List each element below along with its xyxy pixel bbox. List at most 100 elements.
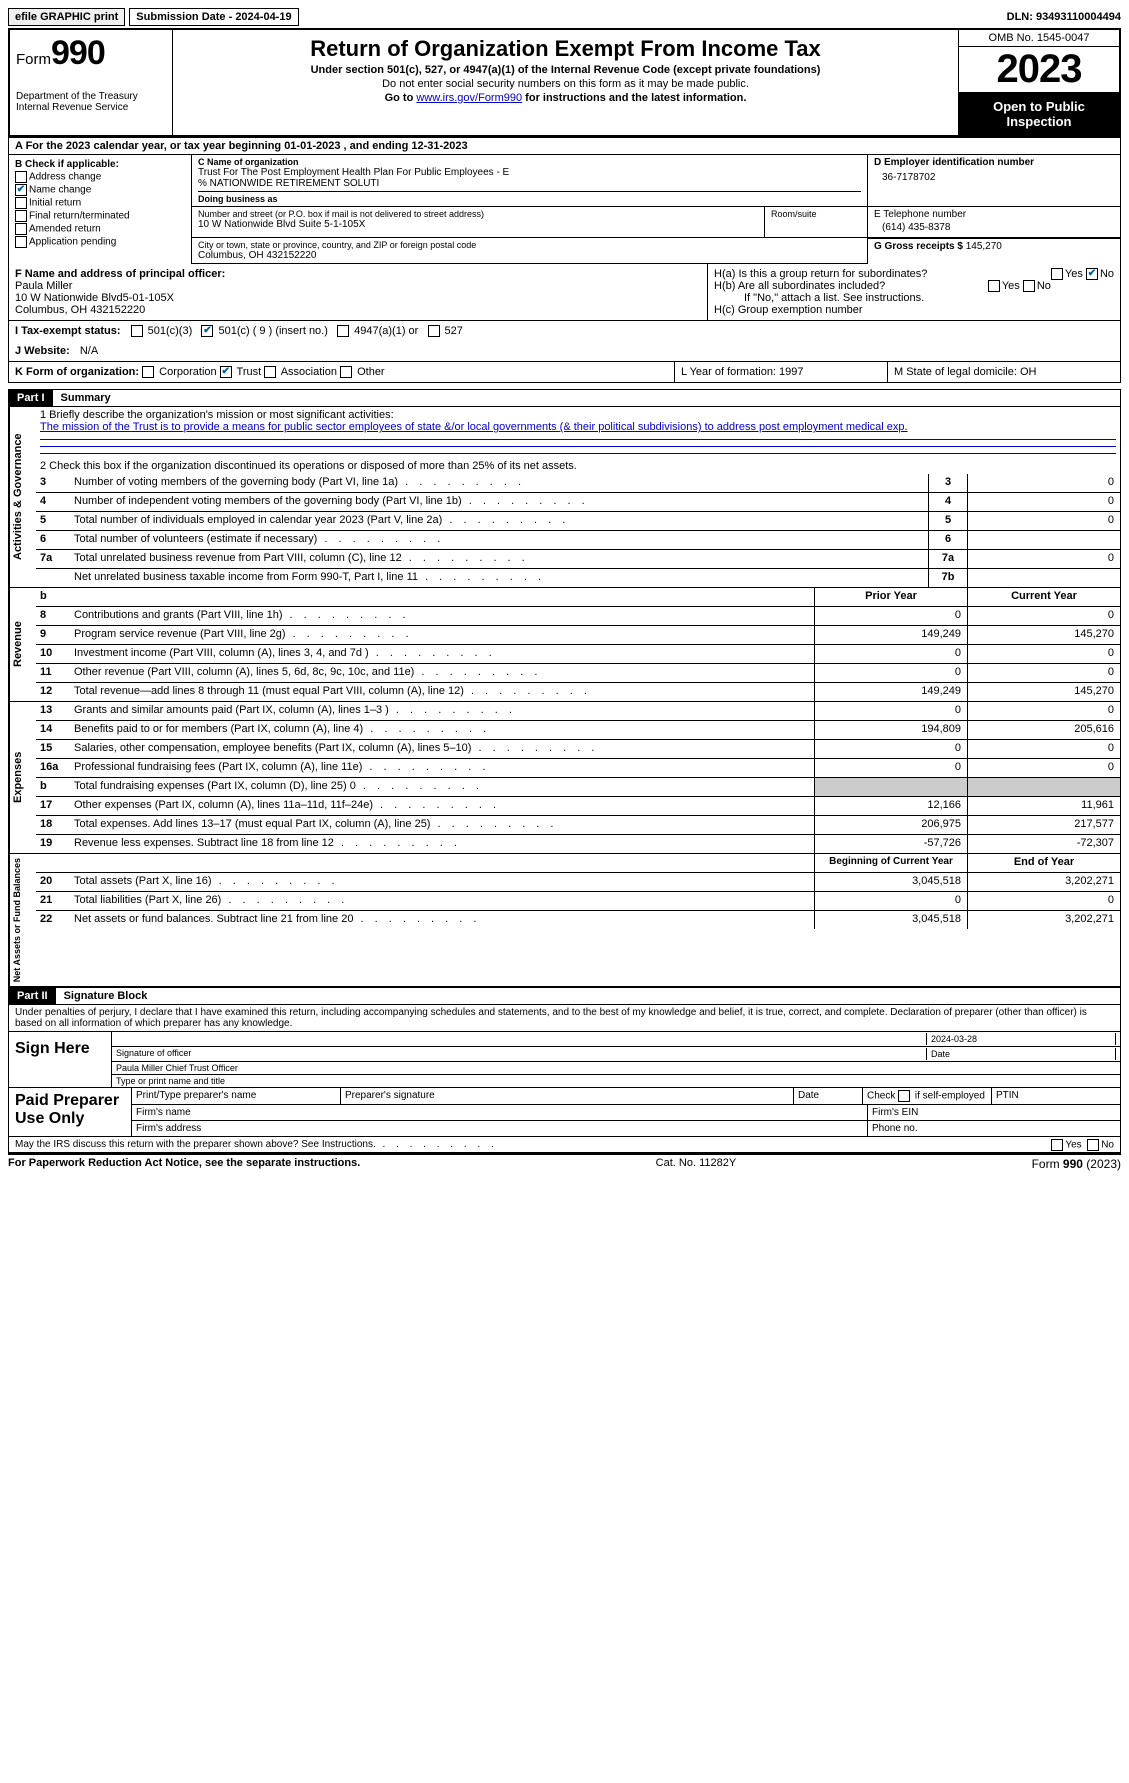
form-header: Form990 Department of the Treasury Inter… — [8, 28, 1121, 138]
check-name-change: Name change — [15, 184, 185, 196]
preparer-sig-header: Preparer's signature — [341, 1088, 794, 1104]
row-22: 22 Net assets or fund balances. Subtract… — [36, 911, 1120, 929]
hb-yes[interactable] — [988, 280, 1000, 292]
firm-phone-label: Phone no. — [868, 1121, 1120, 1136]
row-9: 9 Program service revenue (Part VIII, li… — [36, 626, 1120, 645]
discuss-row: May the IRS discuss this return with the… — [9, 1136, 1120, 1152]
checkbox[interactable] — [15, 223, 27, 235]
principal-officer: F Name and address of principal officer:… — [9, 264, 707, 320]
header-right: OMB No. 1545-0047 2023 Open to Public In… — [959, 30, 1119, 135]
ptin-header: PTIN — [992, 1088, 1120, 1104]
self-employed-checkbox[interactable] — [898, 1090, 910, 1102]
dept-label: Department of the Treasury Internal Reve… — [16, 91, 166, 113]
form-label: Form — [16, 51, 51, 68]
part-2-header-row: Part II Signature Block — [8, 987, 1121, 1005]
mission-label: 1 Briefly describe the organization's mi… — [40, 409, 1116, 421]
mission-block: 1 Briefly describe the organization's mi… — [36, 407, 1120, 474]
discuss-no[interactable] — [1087, 1139, 1099, 1151]
mission-text: The mission of the Trust is to provide a… — [40, 421, 908, 433]
f-value: Paula Miller 10 W Nationwide Blvd5-01-10… — [15, 280, 701, 316]
expenses-label: Expenses — [9, 702, 36, 853]
tax-status-opt[interactable] — [201, 325, 213, 337]
preparer-name-header: Print/Type preparer's name — [132, 1088, 341, 1104]
org-form-opt[interactable] — [340, 366, 352, 378]
open-inspection: Open to Public Inspection — [959, 93, 1119, 135]
checkbox[interactable] — [15, 210, 27, 222]
checkbox[interactable] — [15, 236, 27, 248]
efile-button[interactable]: efile GRAPHIC print — [8, 8, 125, 26]
check-initial-return: Initial return — [15, 197, 185, 209]
sign-date: 2024-03-28 — [926, 1033, 1116, 1045]
tax-status-opt[interactable] — [428, 325, 440, 337]
tax-status-opt[interactable] — [337, 325, 349, 337]
row-15: 15 Salaries, other compensation, employe… — [36, 740, 1120, 759]
row-14: 14 Benefits paid to or for members (Part… — [36, 721, 1120, 740]
city-label: City or town, state or province, country… — [198, 240, 861, 250]
col-b-title: B Check if applicable: — [15, 159, 185, 170]
org-form-opt[interactable] — [220, 366, 232, 378]
form-subtitle: Under section 501(c), 527, or 4947(a)(1)… — [181, 64, 950, 76]
row-20: 20 Total assets (Part X, line 16) 3,045,… — [36, 873, 1120, 892]
signature-block: Under penalties of perjury, I declare th… — [8, 1005, 1121, 1153]
form-number: 990 — [51, 34, 105, 72]
no-label: No — [1100, 268, 1114, 280]
sig-officer-label: Signature of officer — [116, 1048, 926, 1060]
discuss-yes[interactable] — [1051, 1139, 1063, 1151]
discuss-yes-label: Yes — [1065, 1140, 1081, 1151]
footer-right: Form 990 (2023) — [1032, 1157, 1121, 1171]
dln-label: DLN: 93493110004494 — [1007, 11, 1121, 23]
line-k-form-org: K Form of organization: Corporation Trus… — [8, 362, 1121, 383]
checkbox[interactable] — [15, 197, 27, 209]
goto-link[interactable]: www.irs.gov/Form990 — [416, 92, 522, 104]
yes-label-2: Yes — [1002, 280, 1020, 292]
no-label-2: No — [1037, 280, 1051, 292]
street-value: 10 W Nationwide Blvd Suite 5-1-105X — [198, 219, 758, 230]
ha-label: H(a) Is this a group return for subordin… — [714, 268, 927, 280]
footer-mid: Cat. No. 11282Y — [360, 1157, 1031, 1171]
tax-year: 2023 — [959, 47, 1119, 93]
checkbox[interactable] — [15, 184, 27, 196]
hb-no[interactable] — [1023, 280, 1035, 292]
check-amended-return: Amended return — [15, 223, 185, 235]
paid-preparer-row: Paid Preparer Use Only Print/Type prepar… — [9, 1087, 1120, 1136]
city-block: City or town, state or province, country… — [192, 238, 867, 264]
current-year-header: Current Year — [967, 588, 1120, 606]
row-10: 10 Investment income (Part VIII, column … — [36, 645, 1120, 664]
street-label: Number and street (or P.O. box if mail i… — [198, 209, 758, 219]
paid-preparer-label: Paid Preparer Use Only — [9, 1088, 132, 1136]
officer-name-label: Type or print name and title — [116, 1076, 225, 1086]
j-label: J Website: — [15, 345, 70, 357]
check-final-return-terminated: Final return/terminated — [15, 210, 185, 222]
part-2-title: Signature Block — [56, 988, 1120, 1004]
telephone-block: E Telephone number (614) 435-8378 — [867, 207, 1120, 237]
revenue-label: Revenue — [9, 588, 36, 701]
checkbox[interactable] — [15, 171, 27, 183]
ha-no[interactable] — [1086, 268, 1098, 280]
ha-yes[interactable] — [1051, 268, 1063, 280]
line-j-website: J Website: N/A — [8, 341, 1121, 362]
tel-label: E Telephone number — [874, 209, 1114, 220]
row-8: 8 Contributions and grants (Part VIII, l… — [36, 607, 1120, 626]
org-form-opt[interactable] — [264, 366, 276, 378]
org-name: Trust For The Post Employment Health Pla… — [198, 167, 861, 189]
part-2-badge: Part II — [9, 988, 56, 1004]
l-year-formation: L Year of formation: 1997 — [674, 362, 887, 382]
revenue-section: Revenue b Prior Year Current Year 8 Cont… — [8, 588, 1121, 702]
discuss-label: May the IRS discuss this return with the… — [15, 1139, 376, 1150]
gov-row-5: 5 Total number of individuals employed i… — [36, 512, 1120, 531]
section-f-h: F Name and address of principal officer:… — [8, 264, 1121, 321]
form-title: Return of Organization Exempt From Incom… — [181, 36, 950, 62]
part-1-header-row: Part I Summary — [8, 389, 1121, 407]
room-suite: Room/suite — [764, 207, 867, 237]
city-value: Columbus, OH 432152220 — [198, 250, 861, 261]
row-19: 19 Revenue less expenses. Subtract line … — [36, 835, 1120, 853]
firm-name-label: Firm's name — [132, 1105, 868, 1120]
org-name-label: C Name of organization — [198, 157, 861, 167]
org-form-opt[interactable] — [142, 366, 154, 378]
gov-row-4: 4 Number of independent voting members o… — [36, 493, 1120, 512]
revenue-header: b Prior Year Current Year — [36, 588, 1120, 607]
page-footer: For Paperwork Reduction Act Notice, see … — [8, 1153, 1121, 1171]
tax-status-opt[interactable] — [131, 325, 143, 337]
hc-label: H(c) Group exemption number — [714, 304, 1114, 316]
net-assets-section: Net Assets or Fund Balances Beginning of… — [8, 854, 1121, 987]
